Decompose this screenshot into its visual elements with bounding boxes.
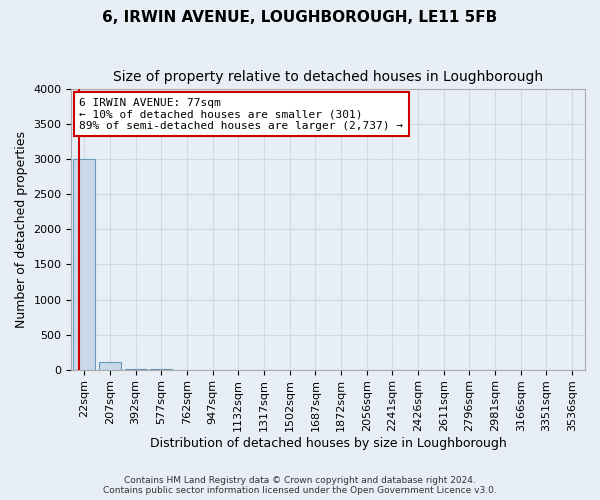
Bar [99,362,121,370]
Title: Size of property relative to detached houses in Loughborough: Size of property relative to detached ho… [113,70,543,84]
Text: Contains HM Land Registry data © Crown copyright and database right 2024.
Contai: Contains HM Land Registry data © Crown c… [103,476,497,495]
Text: 6 IRWIN AVENUE: 77sqm
← 10% of detached houses are smaller (301)
89% of semi-det: 6 IRWIN AVENUE: 77sqm ← 10% of detached … [79,98,403,131]
Bar [73,160,95,370]
Text: 6, IRWIN AVENUE, LOUGHBOROUGH, LE11 5FB: 6, IRWIN AVENUE, LOUGHBOROUGH, LE11 5FB [103,10,497,25]
X-axis label: Distribution of detached houses by size in Loughborough: Distribution of detached houses by size … [150,437,506,450]
Y-axis label: Number of detached properties: Number of detached properties [15,131,28,328]
